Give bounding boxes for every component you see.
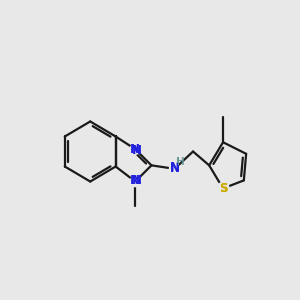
Text: H: H: [177, 157, 185, 167]
Circle shape: [130, 144, 140, 154]
Text: N: N: [131, 144, 141, 157]
Circle shape: [130, 176, 140, 187]
Text: N: N: [131, 174, 141, 187]
Text: N: N: [169, 162, 179, 175]
Text: S: S: [219, 182, 227, 195]
Circle shape: [217, 182, 229, 194]
Text: N: N: [130, 174, 140, 187]
Text: N: N: [130, 143, 140, 156]
Text: S: S: [219, 182, 227, 195]
Circle shape: [169, 164, 180, 174]
Text: N: N: [169, 161, 179, 174]
Text: H: H: [176, 157, 184, 167]
